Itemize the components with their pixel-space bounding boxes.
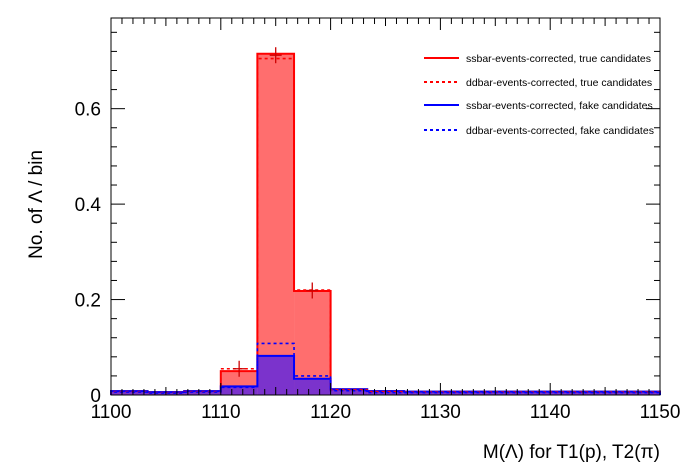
y-tick-label: 0.4 bbox=[75, 195, 102, 216]
x-tick-label: 1110 bbox=[201, 402, 240, 423]
legend-entry-0: ssbar-events-corrected, true candidates bbox=[466, 53, 651, 65]
bar-0-5 bbox=[294, 290, 331, 395]
legend: ssbar-events-corrected, true candidates d… bbox=[424, 53, 654, 137]
x-tick-label: 1140 bbox=[530, 402, 571, 423]
axis-tick-labels: 1100 1110 1120 1130 1140 1150 0 0.2 0.4 0.6 bbox=[75, 100, 681, 423]
bar-2-3 bbox=[220, 386, 258, 395]
x-tick-label: 1150 bbox=[640, 402, 681, 423]
bar-2-0 bbox=[111, 391, 148, 395]
y-axis-title: No. of Λ / bin bbox=[26, 150, 47, 259]
x-tick-label: 1100 bbox=[91, 402, 132, 423]
bar-2-14 bbox=[623, 391, 660, 395]
legend-entry-2: ssbar-events-corrected, fake candidates bbox=[466, 100, 653, 112]
plot-frame bbox=[110, 17, 661, 396]
bar-0-4 bbox=[257, 53, 295, 395]
bar-2-8 bbox=[403, 391, 441, 395]
axis-ticks bbox=[110, 18, 661, 396]
bar-2-5 bbox=[294, 378, 331, 395]
x-axis-title: M(Λ) for T1(p), T2(π) bbox=[483, 442, 660, 463]
error-marker-layer bbox=[233, 47, 319, 377]
bar-2-2 bbox=[184, 391, 221, 395]
x-tick-label: 1120 bbox=[310, 402, 351, 423]
bar-2-6 bbox=[330, 389, 368, 395]
y-tick-label: 0.6 bbox=[75, 100, 101, 121]
legend-entry-1: ddbar-events-corrected, true candidates bbox=[466, 77, 652, 89]
y-tick-label: 0.2 bbox=[75, 291, 101, 312]
y-tick-label: 0 bbox=[90, 386, 101, 407]
x-tick-label: 1130 bbox=[420, 402, 461, 423]
legend-entry-3: ddbar-events-corrected, fake candidates bbox=[466, 125, 654, 137]
